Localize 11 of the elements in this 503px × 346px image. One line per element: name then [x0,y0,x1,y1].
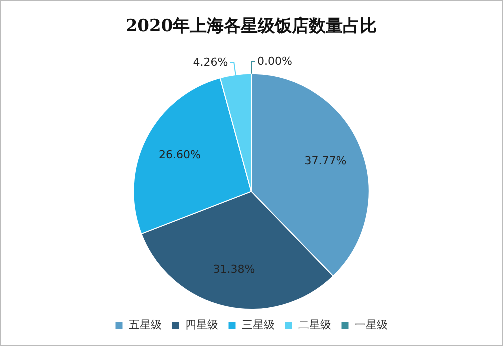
legend-label: 一星级 [354,318,388,332]
data-label: 37.77% [304,154,347,168]
legend-label: 二星级 [298,318,332,332]
text: 0.00% [258,54,292,68]
legend-label: 三星级 [242,318,275,332]
data-label: 4.26% [193,56,228,69]
chart-title: 2020年上海各星级饭店数量占比 [126,16,378,37]
data-label: 31.38% [213,262,256,276]
legend-label: 五星级 [128,318,162,332]
legend-label: 四星级 [185,318,218,332]
data-label: 26.60% [159,148,201,162]
